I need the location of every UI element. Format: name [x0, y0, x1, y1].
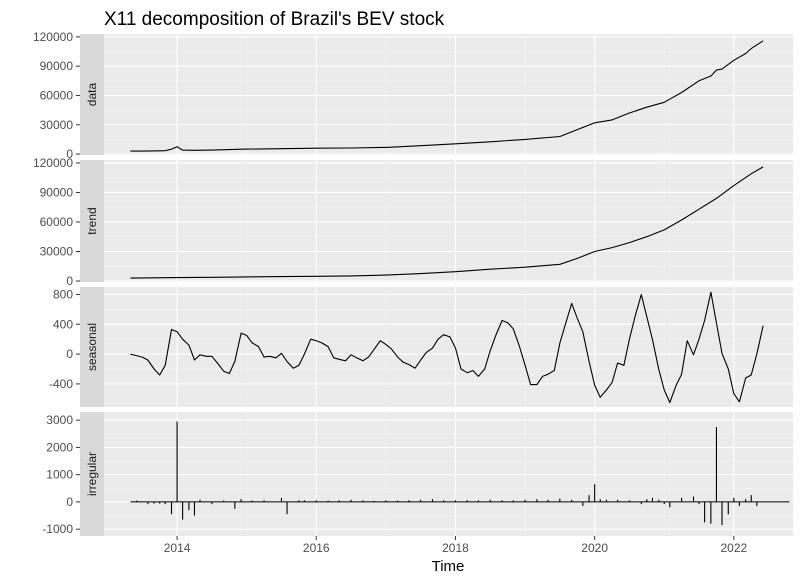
- y-tick-label: 90000: [40, 185, 74, 199]
- panel-irregular: irregular -1000 0 1000 2000 3000: [42, 412, 793, 536]
- facet-strip: [80, 34, 104, 155]
- x-tick-label: 2016: [303, 541, 330, 555]
- x-axis-label: Time: [432, 558, 465, 575]
- chart-title: X11 decomposition of Brazil's BEV stock: [104, 9, 445, 30]
- y-tick-label: 1000: [46, 468, 73, 482]
- y-tick-label: 30000: [40, 118, 74, 132]
- y-tick-label: 0: [66, 147, 73, 161]
- panel-background: [104, 412, 793, 536]
- x-tick-label: 2014: [164, 541, 191, 555]
- y-tick-label: 0: [66, 347, 73, 361]
- y-tick-label: 0: [66, 274, 73, 288]
- strip-label-data: data: [85, 82, 99, 106]
- strip-label-trend: trend: [85, 207, 99, 234]
- y-tick-label: 0: [66, 495, 73, 509]
- facet-strip: [80, 287, 104, 407]
- panel-background: [104, 287, 793, 407]
- y-tick-label: 30000: [40, 245, 74, 259]
- series-line-data: [130, 40, 764, 152]
- y-tick-label: 2000: [46, 440, 73, 454]
- panel-background: [104, 160, 793, 282]
- series-line-seasonal: [130, 291, 764, 404]
- panel-data: data 0 30000 60000 90000 120000: [33, 30, 793, 161]
- y-tick-label: 90000: [40, 59, 74, 73]
- strip-label-seasonal: seasonal: [85, 323, 99, 371]
- facet-strip: [80, 160, 104, 282]
- y-tick-label: 400: [53, 317, 73, 331]
- x-tick-label: 2020: [581, 541, 608, 555]
- y-tick-label: 120000: [33, 156, 73, 170]
- y-tick-label: 60000: [40, 88, 74, 102]
- panel-seasonal: seasonal -400 0 400 800: [49, 287, 793, 407]
- y-tick-label: 3000: [46, 413, 73, 427]
- y-tick-label: -1000: [42, 522, 73, 536]
- x-tick-label: 2018: [442, 541, 469, 555]
- y-tick-label: 120000: [33, 30, 73, 44]
- strip-label-irregular: irregular: [85, 452, 99, 496]
- y-tick-label: 800: [53, 287, 73, 301]
- y-tick-label: 60000: [40, 215, 74, 229]
- panel-trend: trend 0 30000 60000 90000 120000: [33, 156, 793, 288]
- x-tick-label: 2022: [720, 541, 747, 555]
- y-tick-label: -400: [49, 377, 73, 391]
- series-line-trend: [130, 166, 764, 279]
- facet-strip: [80, 412, 104, 536]
- panel-background: [104, 34, 793, 155]
